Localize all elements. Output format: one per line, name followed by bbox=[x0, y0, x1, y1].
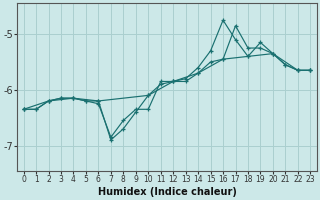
X-axis label: Humidex (Indice chaleur): Humidex (Indice chaleur) bbox=[98, 187, 236, 197]
